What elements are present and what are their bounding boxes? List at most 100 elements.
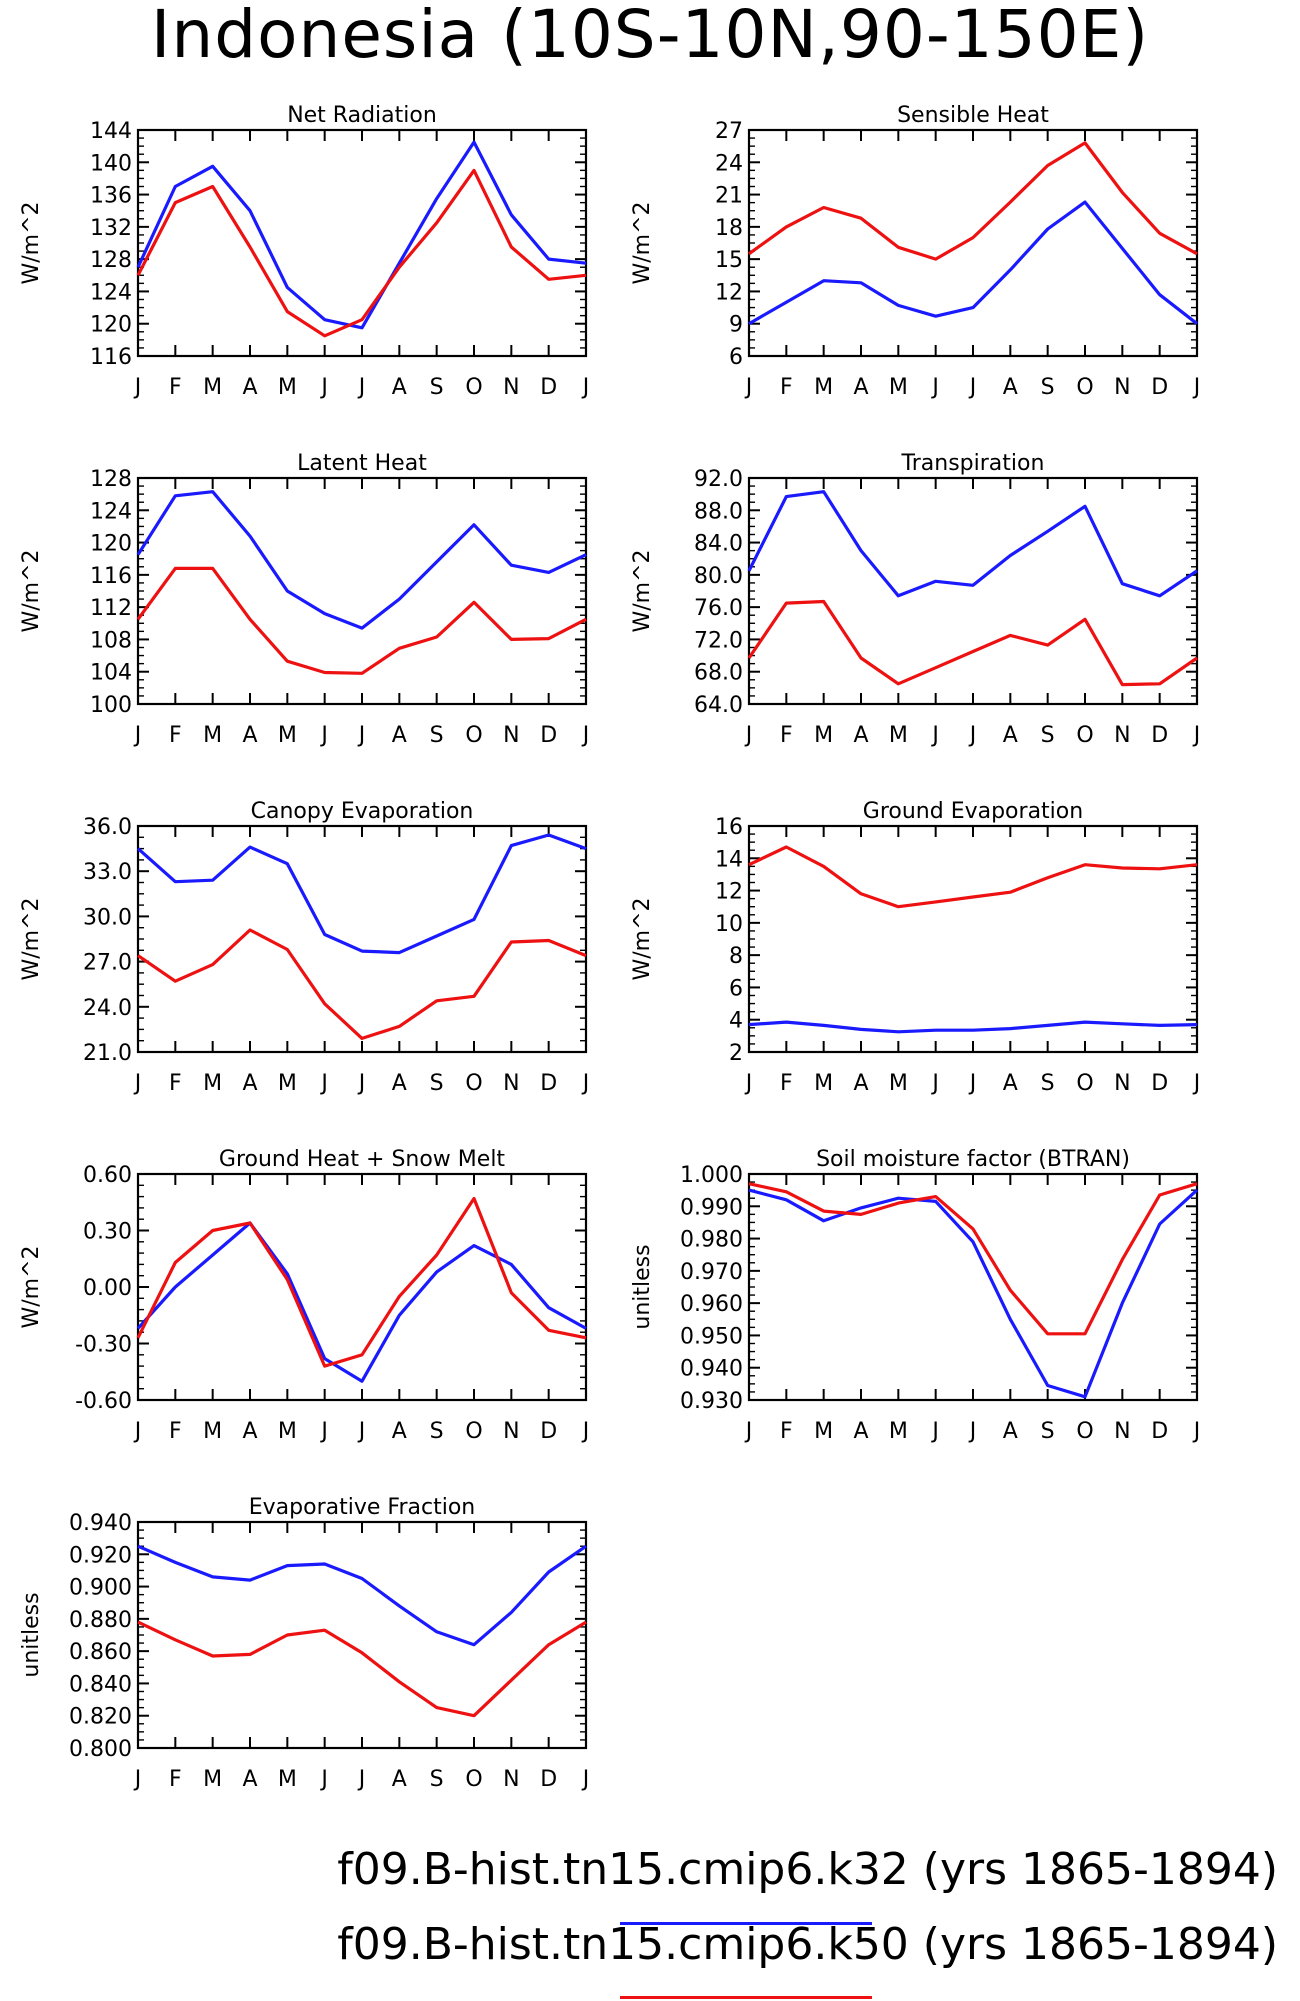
x-tick-label: O <box>465 1419 482 1444</box>
x-tick-label: M <box>889 375 908 400</box>
y-tick-label: 6 <box>729 976 743 1001</box>
x-tick-label: J <box>319 1071 328 1096</box>
x-tick-label: O <box>465 723 482 748</box>
x-tick-label: J <box>968 723 977 748</box>
x-tick-label: F <box>780 723 793 748</box>
y-tick-label: 30.0 <box>83 905 132 930</box>
x-tick-label: M <box>889 723 908 748</box>
y-tick-label: 10 <box>715 912 743 937</box>
y-axis-label: W/m^2 <box>630 549 655 632</box>
x-tick-label: F <box>169 1419 182 1444</box>
x-tick-label: M <box>203 1767 222 1792</box>
panel-ground-heat-snow-melt: Ground Heat + Snow Melt W/m^2 -0.60 -0.30 0.… <box>19 1147 589 1444</box>
x-tick-label: S <box>430 1071 444 1096</box>
x-tick-label: S <box>430 1767 444 1792</box>
x-tick-label: N <box>503 1071 519 1096</box>
x-tick-label: A <box>1003 375 1018 400</box>
x-tick-label: F <box>780 1419 793 1444</box>
x-tick-label: F <box>169 1767 182 1792</box>
x-tick-label: M <box>278 375 297 400</box>
x-tick-label: D <box>1151 375 1168 400</box>
plot-frame <box>747 128 1199 358</box>
x-tick-label: A <box>1003 1419 1018 1444</box>
y-tick-label: 0.800 <box>69 1737 132 1762</box>
y-axis-label: unitless <box>630 1244 655 1329</box>
y-tick-label: 27 <box>715 119 743 144</box>
x-tick-label: A <box>392 723 407 748</box>
series-line-k32 <box>748 200 1198 326</box>
x-tick-label: J <box>357 375 366 400</box>
x-tick-label: J <box>1192 723 1201 748</box>
x-tick-label: A <box>853 375 868 400</box>
series-line-k50 <box>136 1196 587 1368</box>
x-tick-label: J <box>581 1419 590 1444</box>
x-tick-label: N <box>503 723 519 748</box>
x-tick-label: J <box>319 723 328 748</box>
x-tick-label: J <box>357 1767 366 1792</box>
x-tick-label: J <box>1192 1419 1201 1444</box>
panel-transpiration: Transpiration W/m^2 64.0 68.0 72.0 76.0 80.0 84… <box>630 451 1200 748</box>
x-tick-label: F <box>169 1071 182 1096</box>
y-tick-label: 24 <box>715 151 743 176</box>
x-tick-label: M <box>203 723 222 748</box>
y-tick-label: 80.0 <box>694 564 743 589</box>
y-tick-label: 0.990 <box>680 1195 743 1220</box>
y-tick-label: 15 <box>715 248 743 273</box>
x-tick-label: S <box>1041 723 1055 748</box>
x-tick-label: M <box>889 1071 908 1096</box>
x-tick-label: D <box>540 723 557 748</box>
x-tick-label: S <box>1041 375 1055 400</box>
x-tick-label: M <box>814 375 833 400</box>
x-tick-label: J <box>133 1071 142 1096</box>
y-tick-label: 21.0 <box>83 1041 132 1066</box>
panel-title: Transpiration <box>901 451 1045 476</box>
y-axis-label: W/m^2 <box>19 201 44 284</box>
series-line-k32 <box>747 490 1198 598</box>
x-tick-label: M <box>814 1419 833 1444</box>
x-tick-label: A <box>1003 1071 1018 1096</box>
x-tick-label: O <box>1076 723 1093 748</box>
y-tick-label: 21 <box>715 184 743 209</box>
y-tick-label: 108 <box>90 628 132 653</box>
x-tick-label: F <box>780 375 793 400</box>
x-tick-label: M <box>814 1071 833 1096</box>
x-tick-label: S <box>430 375 444 400</box>
x-tick-label: J <box>319 375 328 400</box>
y-tick-label: -0.30 <box>75 1333 132 1358</box>
y-tick-label: 116 <box>90 564 132 589</box>
x-tick-label: J <box>930 723 939 748</box>
plot-frame <box>136 128 588 358</box>
series-line-k32 <box>748 1188 1199 1399</box>
y-tick-label: 112 <box>90 596 132 621</box>
y-tick-label: 92.0 <box>694 467 743 492</box>
x-tick-label: N <box>503 375 519 400</box>
x-tick-label: N <box>1114 1071 1130 1096</box>
series-line-k50 <box>137 1620 587 1718</box>
x-tick-label: M <box>278 723 297 748</box>
x-tick-label: J <box>744 723 753 748</box>
x-tick-label: J <box>357 723 366 748</box>
x-tick-label: J <box>133 723 142 748</box>
series-line-k50 <box>748 1182 1198 1336</box>
series-line-k50 <box>136 566 587 675</box>
plot-frame <box>136 824 588 1054</box>
y-tick-label: 136 <box>90 184 132 209</box>
y-tick-label: 12 <box>715 280 743 305</box>
panel-title: Ground Evaporation <box>863 799 1083 824</box>
y-tick-label: 0.880 <box>69 1608 132 1633</box>
x-tick-label: D <box>1151 723 1168 748</box>
y-tick-label: 0.30 <box>83 1220 132 1245</box>
y-tick-label: -0.60 <box>75 1389 132 1414</box>
x-tick-label: A <box>242 1419 257 1444</box>
x-tick-label: D <box>1151 1071 1168 1096</box>
y-tick-label: 6 <box>729 345 743 370</box>
x-tick-label: J <box>744 1419 753 1444</box>
y-tick-label: 104 <box>90 661 132 686</box>
y-axis-label: W/m^2 <box>630 201 655 284</box>
plot-frame <box>136 476 588 706</box>
y-tick-label: 0.930 <box>680 1389 743 1414</box>
x-tick-label: O <box>465 1767 482 1792</box>
y-tick-label: 4 <box>729 1009 743 1034</box>
